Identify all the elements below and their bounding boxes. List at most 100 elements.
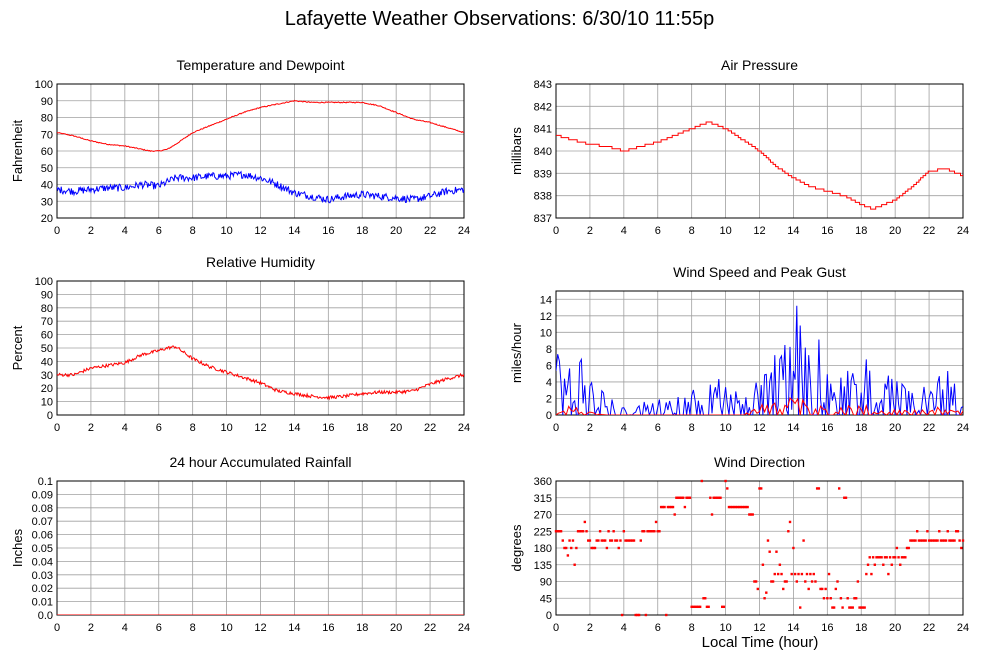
x-tick-label: 4 [122, 622, 128, 634]
wind-direction-point [680, 496, 683, 499]
y-tick-label: 10 [540, 327, 552, 339]
wind-direction-point [934, 539, 938, 542]
series-line-0 [556, 121, 963, 210]
y-tick-label: 100 [35, 276, 53, 288]
y-tick-label: 90 [41, 289, 53, 301]
wind-direction-point [644, 613, 648, 617]
wind-direction-point [624, 539, 627, 542]
x-tick-label: 16 [322, 422, 334, 434]
wind-direction-point [858, 606, 861, 609]
y-axis-label: millibars [509, 127, 524, 175]
wind-direction-point [600, 539, 603, 542]
wind-direction-point [931, 539, 934, 542]
series-line-1 [556, 397, 963, 415]
wind-direction-point [678, 496, 681, 499]
wind-direction-point [919, 539, 922, 542]
wind-direction-point [958, 539, 961, 542]
wind-direction-point [661, 505, 665, 509]
wind-direction-point [846, 597, 849, 600]
wind-direction-point [619, 539, 622, 542]
wind-direction-point [763, 597, 766, 600]
y-tick-label: 0.05 [32, 543, 53, 555]
wind-direction-point [673, 513, 676, 516]
y-axis-label: Fahrenheit [10, 120, 25, 183]
x-tick-label: 8 [689, 622, 695, 634]
x-tick-label: 0 [54, 225, 60, 237]
wind-direction-point [636, 613, 639, 617]
x-tick-label: 14 [787, 225, 799, 237]
wind-direction-point [800, 572, 804, 576]
wind-direction-point [860, 606, 863, 609]
x-tick-label: 14 [288, 622, 300, 634]
y-tick-label: 0.01 [32, 597, 53, 609]
y-tick-label: 0.02 [32, 583, 53, 595]
wind-direction-point [651, 530, 654, 533]
x-tick-label: 0 [54, 422, 60, 434]
x-tick-label: 10 [719, 622, 731, 634]
wind-direction-point [695, 605, 698, 609]
x-tick-label: 14 [787, 422, 799, 434]
wind-direction-point [873, 563, 877, 566]
y-tick-label: 0.1 [38, 476, 53, 488]
wind-direction-point [568, 539, 571, 542]
wind-direction-point [705, 605, 709, 609]
x-tick-label: 4 [621, 622, 627, 634]
wind-direction-point [698, 605, 702, 609]
wind-direction-point [626, 539, 629, 542]
wind-direction-point [607, 530, 610, 533]
wind-direction-point [907, 546, 910, 550]
wind-direction-point [905, 546, 909, 550]
wind-direction-point [878, 556, 882, 559]
wind-direction-point [746, 505, 749, 509]
wind-direction-point [890, 563, 893, 566]
y-tick-label: 50 [41, 343, 53, 355]
wind-direction-point [641, 530, 644, 533]
y-axis-label: Percent [10, 325, 25, 370]
wind-direction-point [736, 505, 739, 509]
wind-direction-point [887, 572, 890, 576]
x-tick-label: 20 [889, 622, 901, 634]
wind-direction-point [603, 539, 607, 542]
wind-direction-point [893, 556, 897, 559]
wind-direction-point [778, 563, 782, 566]
wind-direction-point [788, 520, 792, 524]
x-tick-label: 22 [923, 622, 935, 634]
wind-direction-point [861, 606, 865, 609]
x-tick-label: 18 [356, 622, 368, 634]
x-tick-label: 20 [889, 422, 901, 434]
wind-direction-point [761, 563, 765, 566]
wind-direction-point [666, 505, 670, 509]
chart-title: Air Pressure [721, 57, 798, 73]
wind-direction-point [756, 587, 760, 591]
wind-direction-point [642, 530, 646, 533]
wind-direction-point [802, 539, 805, 542]
wind-direction-point [576, 530, 580, 533]
wind-direction-point [612, 530, 615, 533]
wind-direction-point [743, 505, 746, 509]
wind-direction-point [902, 556, 905, 559]
wind-direction-point [824, 587, 827, 591]
wind-direction-point [741, 505, 744, 509]
x-tick-label: 8 [190, 422, 196, 434]
wind-direction-point [851, 606, 854, 609]
wind-direction-point [785, 580, 788, 583]
wind-direction-point [685, 496, 688, 499]
x-tick-label: 2 [88, 622, 94, 634]
x-tick-label: 18 [356, 225, 368, 237]
wind-direction-point [834, 587, 838, 591]
wind-direction-point [704, 597, 707, 600]
x-tick-label: 24 [458, 422, 470, 434]
x-tick-label: 16 [821, 225, 833, 237]
wind-direction-point [775, 550, 778, 553]
y-tick-label: 0 [47, 410, 53, 422]
wind-direction-point [804, 580, 807, 583]
y-tick-label: 60 [41, 146, 53, 158]
wind-direction-point [649, 530, 653, 533]
wind-direction-point [634, 613, 637, 617]
x-tick-label: 24 [458, 225, 470, 237]
x-tick-label: 16 [821, 422, 833, 434]
x-tick-label: 4 [621, 225, 627, 237]
y-tick-label: 135 [534, 560, 552, 572]
wind-direction-point [926, 530, 929, 533]
